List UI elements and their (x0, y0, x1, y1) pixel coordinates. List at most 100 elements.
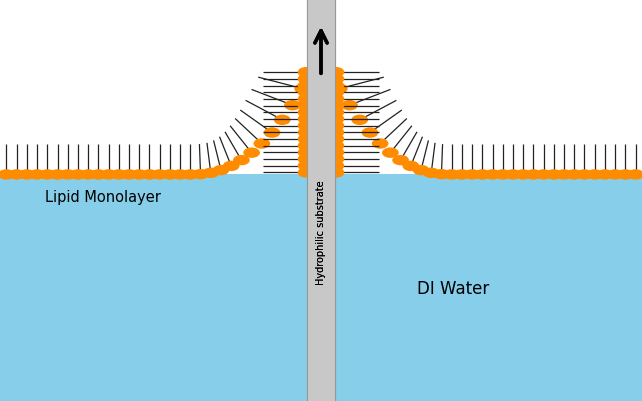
Circle shape (182, 169, 198, 180)
Circle shape (403, 161, 419, 171)
Circle shape (254, 138, 270, 149)
Circle shape (298, 114, 315, 124)
Circle shape (223, 161, 239, 171)
Circle shape (464, 169, 480, 180)
Circle shape (494, 169, 511, 180)
Circle shape (617, 169, 634, 180)
Circle shape (298, 74, 315, 84)
Circle shape (141, 169, 158, 180)
Circle shape (327, 160, 344, 171)
Circle shape (298, 140, 315, 151)
Circle shape (298, 134, 315, 144)
Bar (307, 0, 335, 401)
Circle shape (327, 154, 344, 164)
Circle shape (100, 169, 117, 180)
Circle shape (327, 127, 344, 138)
Circle shape (298, 160, 315, 171)
Circle shape (172, 169, 189, 180)
Bar (307, 0, 335, 401)
Circle shape (327, 147, 344, 158)
Circle shape (327, 100, 344, 111)
Circle shape (243, 148, 260, 158)
Circle shape (162, 169, 178, 180)
Text: Lipid Monolayer: Lipid Monolayer (45, 190, 160, 205)
Circle shape (298, 80, 315, 91)
Circle shape (59, 169, 76, 180)
Circle shape (607, 169, 623, 180)
Circle shape (484, 169, 501, 180)
Circle shape (596, 169, 613, 180)
Circle shape (69, 169, 86, 180)
Circle shape (474, 169, 490, 180)
Circle shape (233, 155, 250, 165)
Text: Hydrophilic substrate: Hydrophilic substrate (316, 180, 326, 285)
Circle shape (131, 169, 148, 180)
Circle shape (556, 169, 573, 180)
Circle shape (586, 169, 603, 180)
Circle shape (327, 67, 344, 77)
Circle shape (264, 128, 281, 138)
Circle shape (0, 169, 15, 180)
Circle shape (453, 169, 470, 180)
Circle shape (433, 169, 450, 179)
Circle shape (327, 107, 344, 117)
Circle shape (274, 115, 291, 125)
Circle shape (298, 67, 315, 77)
Circle shape (576, 169, 593, 180)
Circle shape (39, 169, 56, 180)
Circle shape (90, 169, 107, 180)
Circle shape (49, 169, 66, 180)
Circle shape (525, 169, 542, 180)
Circle shape (341, 100, 358, 110)
Circle shape (298, 87, 315, 97)
Circle shape (327, 87, 344, 97)
Circle shape (294, 83, 311, 94)
Circle shape (213, 165, 229, 175)
Circle shape (29, 169, 46, 180)
Circle shape (444, 169, 460, 180)
Circle shape (515, 169, 532, 180)
Circle shape (298, 94, 315, 104)
Circle shape (413, 165, 429, 175)
Circle shape (80, 169, 96, 180)
Circle shape (627, 169, 642, 180)
Circle shape (327, 134, 344, 144)
Circle shape (298, 107, 315, 117)
Circle shape (566, 169, 583, 180)
Circle shape (327, 140, 344, 151)
Circle shape (192, 169, 209, 179)
Circle shape (327, 80, 344, 91)
Circle shape (298, 127, 315, 138)
Circle shape (372, 138, 388, 149)
Circle shape (331, 83, 348, 94)
Circle shape (121, 169, 137, 180)
Circle shape (327, 167, 344, 178)
Circle shape (110, 169, 127, 180)
Circle shape (298, 147, 315, 158)
Circle shape (392, 155, 409, 165)
Circle shape (298, 167, 315, 178)
Circle shape (382, 148, 399, 158)
Circle shape (19, 169, 35, 180)
Circle shape (351, 115, 368, 125)
Circle shape (298, 100, 315, 111)
Circle shape (202, 168, 219, 178)
Text: Hydrophilic substrate: Hydrophilic substrate (316, 180, 326, 285)
Circle shape (298, 154, 315, 164)
Circle shape (327, 114, 344, 124)
Circle shape (327, 74, 344, 84)
Circle shape (298, 120, 315, 131)
Circle shape (284, 100, 301, 110)
Bar (0, 0, 642, 174)
Circle shape (361, 128, 378, 138)
Circle shape (8, 169, 25, 180)
Circle shape (327, 120, 344, 131)
Bar (0, 174, 642, 401)
Circle shape (546, 169, 562, 180)
Circle shape (327, 94, 344, 104)
Circle shape (505, 169, 521, 180)
Circle shape (423, 168, 440, 178)
Circle shape (152, 169, 168, 180)
Text: DI Water: DI Water (417, 280, 490, 298)
Circle shape (535, 169, 552, 180)
